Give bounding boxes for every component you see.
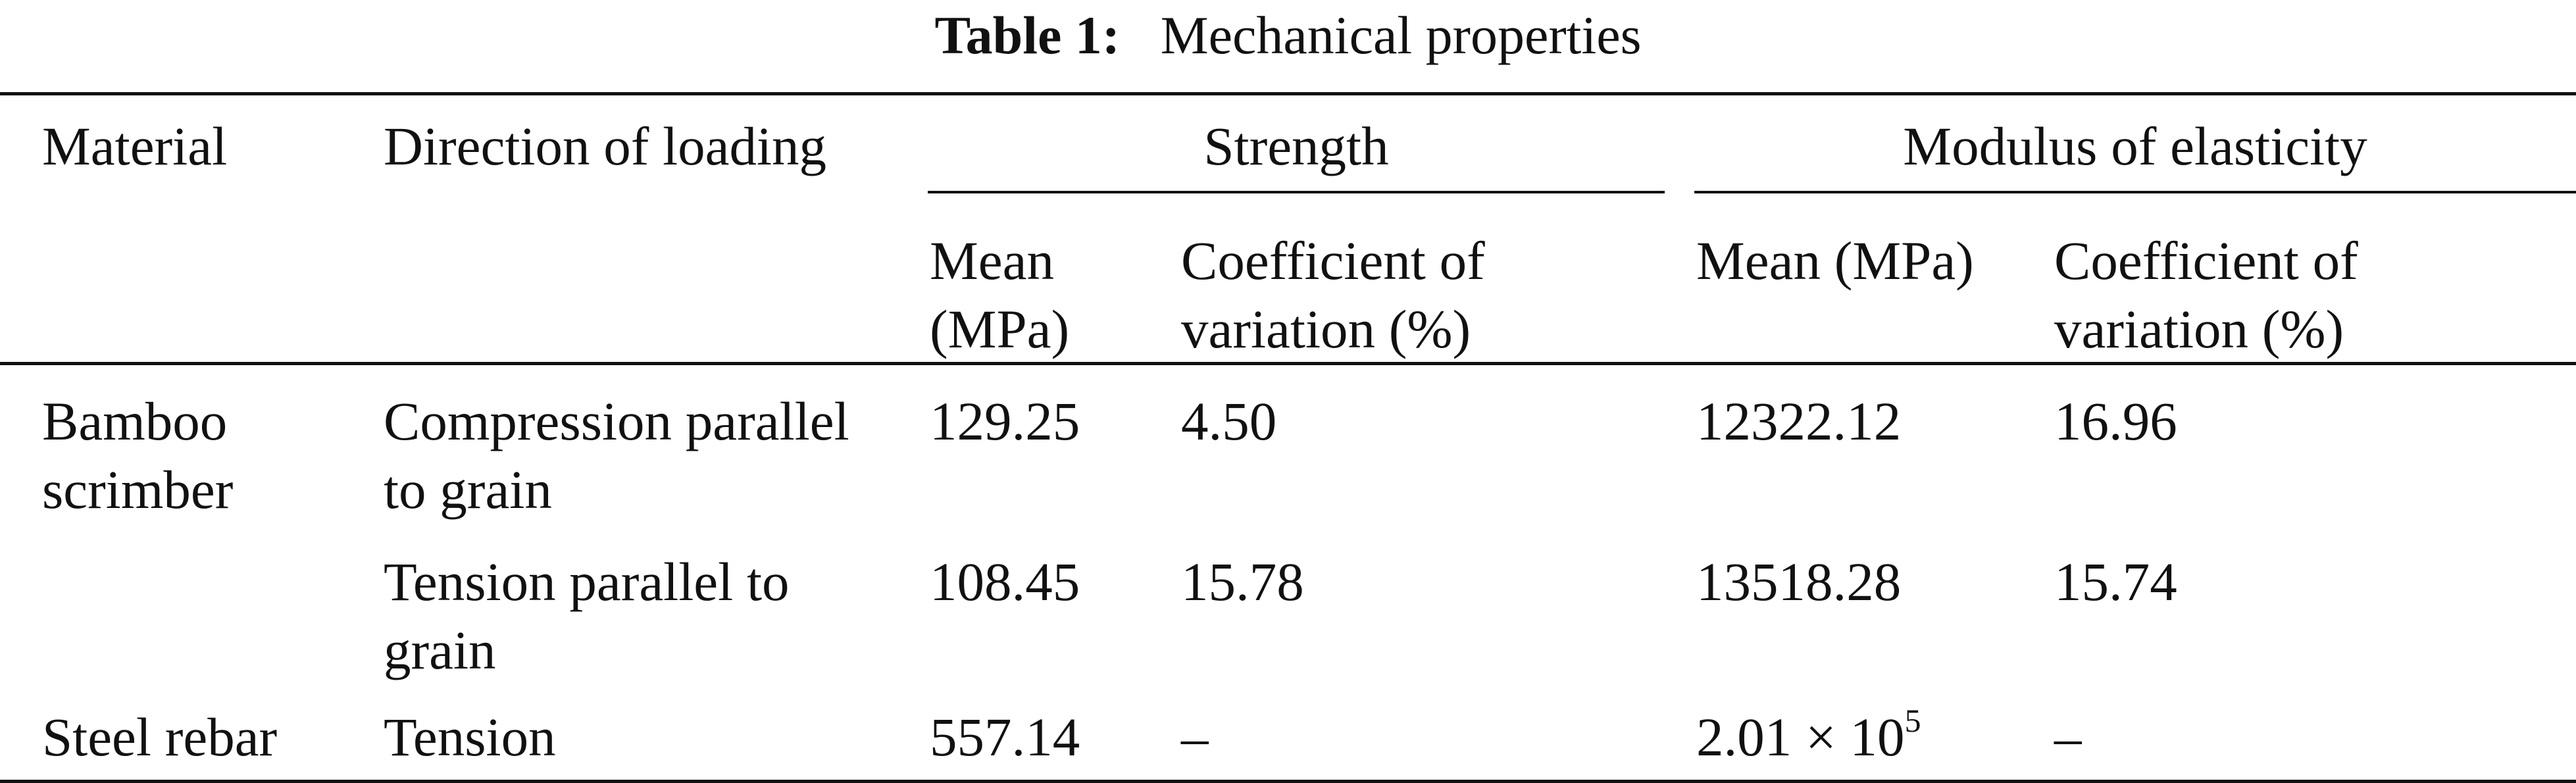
bottom-rule — [0, 780, 2576, 783]
row3-strength-cov: – — [1181, 707, 1209, 767]
row2-modulus-mean: 13518.28 — [1696, 551, 1902, 612]
header-strength-cov-line1: Coefficient of — [1181, 230, 1485, 291]
row1-modulus-cov: 16.96 — [2054, 391, 2177, 451]
header-direction: Direction of loading — [384, 116, 827, 176]
row3-modulus-mean: 2.01 × 105 — [1696, 703, 1921, 771]
row3-material: Steel rebar — [42, 707, 278, 767]
row3-modulus-mean-base: 2.01 × 10 — [1696, 707, 1905, 767]
row1-modulus-mean: 12322.12 — [1696, 391, 1902, 451]
caption-title: Mechanical properties — [1160, 5, 1642, 65]
row1-direction-line1: Compression parallel — [384, 391, 849, 451]
row1-material-line1: Bamboo — [42, 391, 228, 451]
row2-modulus-cov: 15.74 — [2054, 551, 2177, 612]
row1-strength-cov: 4.50 — [1181, 391, 1277, 451]
modulus-span-rule — [1694, 191, 2576, 193]
row3-modulus-mean-exponent: 5 — [1904, 702, 1921, 739]
row1-strength-mean: 129.25 — [930, 391, 1080, 451]
header-modulus: Modulus of elasticity — [1903, 116, 2367, 176]
header-strength-mean-line1: Mean — [930, 230, 1054, 291]
row1-material-line2: scrimber — [42, 459, 234, 520]
header-strength-mean-line2: (MPa) — [930, 299, 1070, 359]
row3-modulus-cov: – — [2054, 707, 2082, 767]
header-bottom-rule — [0, 362, 2576, 365]
header-modulus-mean: Mean (MPa) — [1696, 230, 1974, 291]
row2-direction-line2: grain — [384, 620, 496, 680]
top-rule — [0, 92, 2576, 95]
row3-strength-mean: 557.14 — [930, 707, 1080, 767]
header-strength: Strength — [1203, 116, 1389, 176]
caption-label: Table 1: — [934, 5, 1121, 65]
header-modulus-cov-line2: variation (%) — [2054, 299, 2344, 359]
row3-direction: Tension — [384, 707, 556, 767]
row1-direction-line2: to grain — [384, 459, 552, 520]
row2-direction-line1: Tension parallel to — [384, 551, 790, 612]
table-caption: Table 1: Mechanical properties — [0, 3, 2576, 68]
row2-strength-cov: 15.78 — [1181, 551, 1304, 612]
header-material: Material — [42, 116, 228, 176]
row2-strength-mean: 108.45 — [930, 551, 1080, 612]
caption-spacer — [1134, 5, 1148, 65]
header-modulus-cov-line1: Coefficient of — [2054, 230, 2358, 291]
header-strength-cov-line2: variation (%) — [1181, 299, 1471, 359]
strength-span-rule — [928, 191, 1665, 193]
